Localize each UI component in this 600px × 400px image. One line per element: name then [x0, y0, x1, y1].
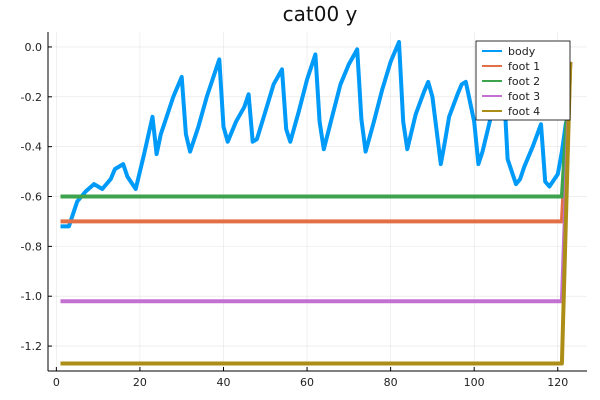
legend-label: foot 4 — [508, 105, 540, 118]
legend: body foot 1 foot 2 foot 3 foot 4 — [475, 40, 571, 121]
x-tick-label: 80 — [384, 376, 398, 389]
y-tick-label: -0.4 — [21, 141, 42, 154]
x-tick-label: 0 — [53, 376, 60, 389]
chart-title: cat00 y — [283, 2, 358, 26]
series-line-foot-4 — [60, 61, 573, 366]
axes — [47, 32, 587, 372]
series-lines — [60, 40, 573, 366]
y-tick-label: -0.6 — [21, 191, 42, 204]
y-tick-label: -0.8 — [21, 240, 42, 253]
legend-label: foot 2 — [508, 75, 540, 88]
y-tick-label: -0.2 — [21, 91, 42, 104]
y-axis-ticks: 0.0 -0.2 -0.4 -0.6 -0.8 -1.0 -1.2 — [21, 41, 52, 353]
y-tick-label: 0.0 — [25, 41, 43, 54]
series-line-body — [60, 40, 569, 229]
x-tick-label: 20 — [133, 376, 147, 389]
y-tick-label: -1.2 — [21, 340, 42, 353]
legend-label: foot 1 — [508, 60, 540, 73]
x-axis-ticks: 0 20 40 60 80 100 120 — [53, 367, 568, 389]
y-tick-label: -1.0 — [21, 290, 42, 303]
x-tick-label: 120 — [547, 376, 568, 389]
legend-label: foot 3 — [508, 90, 540, 103]
legend-label: body — [508, 45, 536, 58]
x-tick-label: 40 — [216, 376, 230, 389]
x-tick-label: 60 — [300, 376, 314, 389]
x-tick-label: 100 — [464, 376, 485, 389]
